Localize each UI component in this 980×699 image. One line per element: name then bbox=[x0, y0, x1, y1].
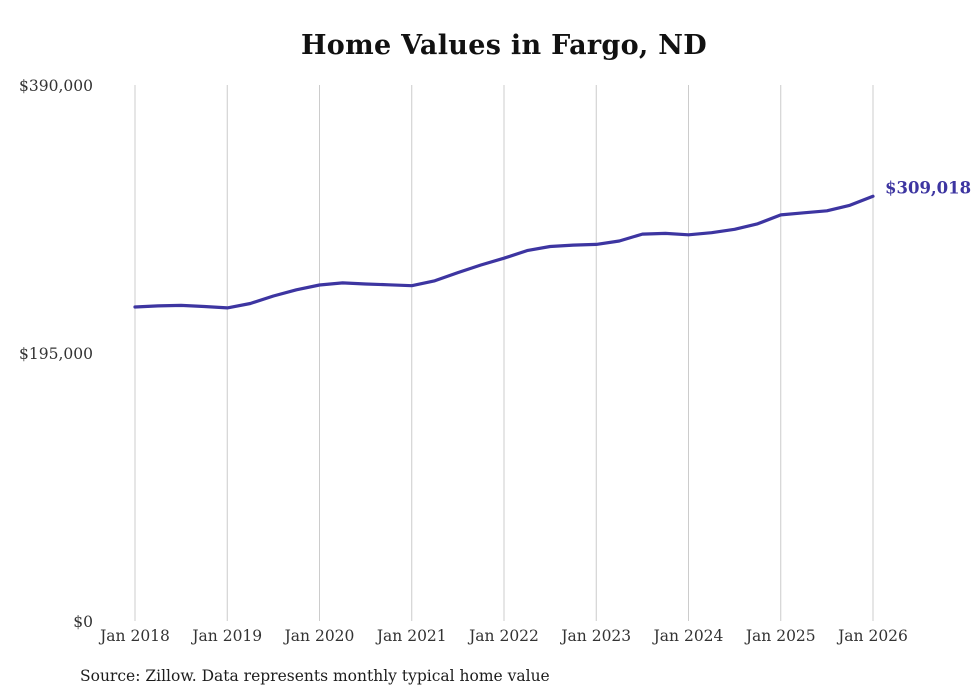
x-tick-label: Jan 2019 bbox=[190, 627, 262, 645]
x-tick-label: Jan 2024 bbox=[652, 627, 724, 645]
end-value-label: $309,018 bbox=[885, 178, 971, 197]
y-tick-label: $0 bbox=[73, 613, 93, 631]
y-axis-labels-group: $0 $195,000 $390,000 bbox=[19, 77, 93, 631]
source-note: Source: Zillow. Data represents monthly … bbox=[80, 667, 550, 685]
x-tick-label: Jan 2018 bbox=[98, 627, 170, 645]
chart-title: Home Values in Fargo, ND bbox=[301, 30, 707, 61]
x-tick-label: Jan 2022 bbox=[467, 627, 539, 645]
x-axis-labels-group: Jan 2018 Jan 2019 Jan 2020 Jan 2021 Jan 2022… bbox=[98, 627, 908, 645]
value-line bbox=[133, 194, 875, 310]
x-tick-label: Jan 2023 bbox=[559, 627, 631, 645]
x-tick-label: Jan 2021 bbox=[375, 627, 447, 645]
x-tick-label: Jan 2025 bbox=[744, 627, 816, 645]
y-tick-label: $390,000 bbox=[19, 77, 93, 95]
x-tick-label: Jan 2020 bbox=[283, 627, 355, 645]
y-tick-label: $195,000 bbox=[19, 345, 93, 363]
x-tick-label: Jan 2026 bbox=[836, 627, 908, 645]
gridlines-group bbox=[134, 85, 874, 621]
